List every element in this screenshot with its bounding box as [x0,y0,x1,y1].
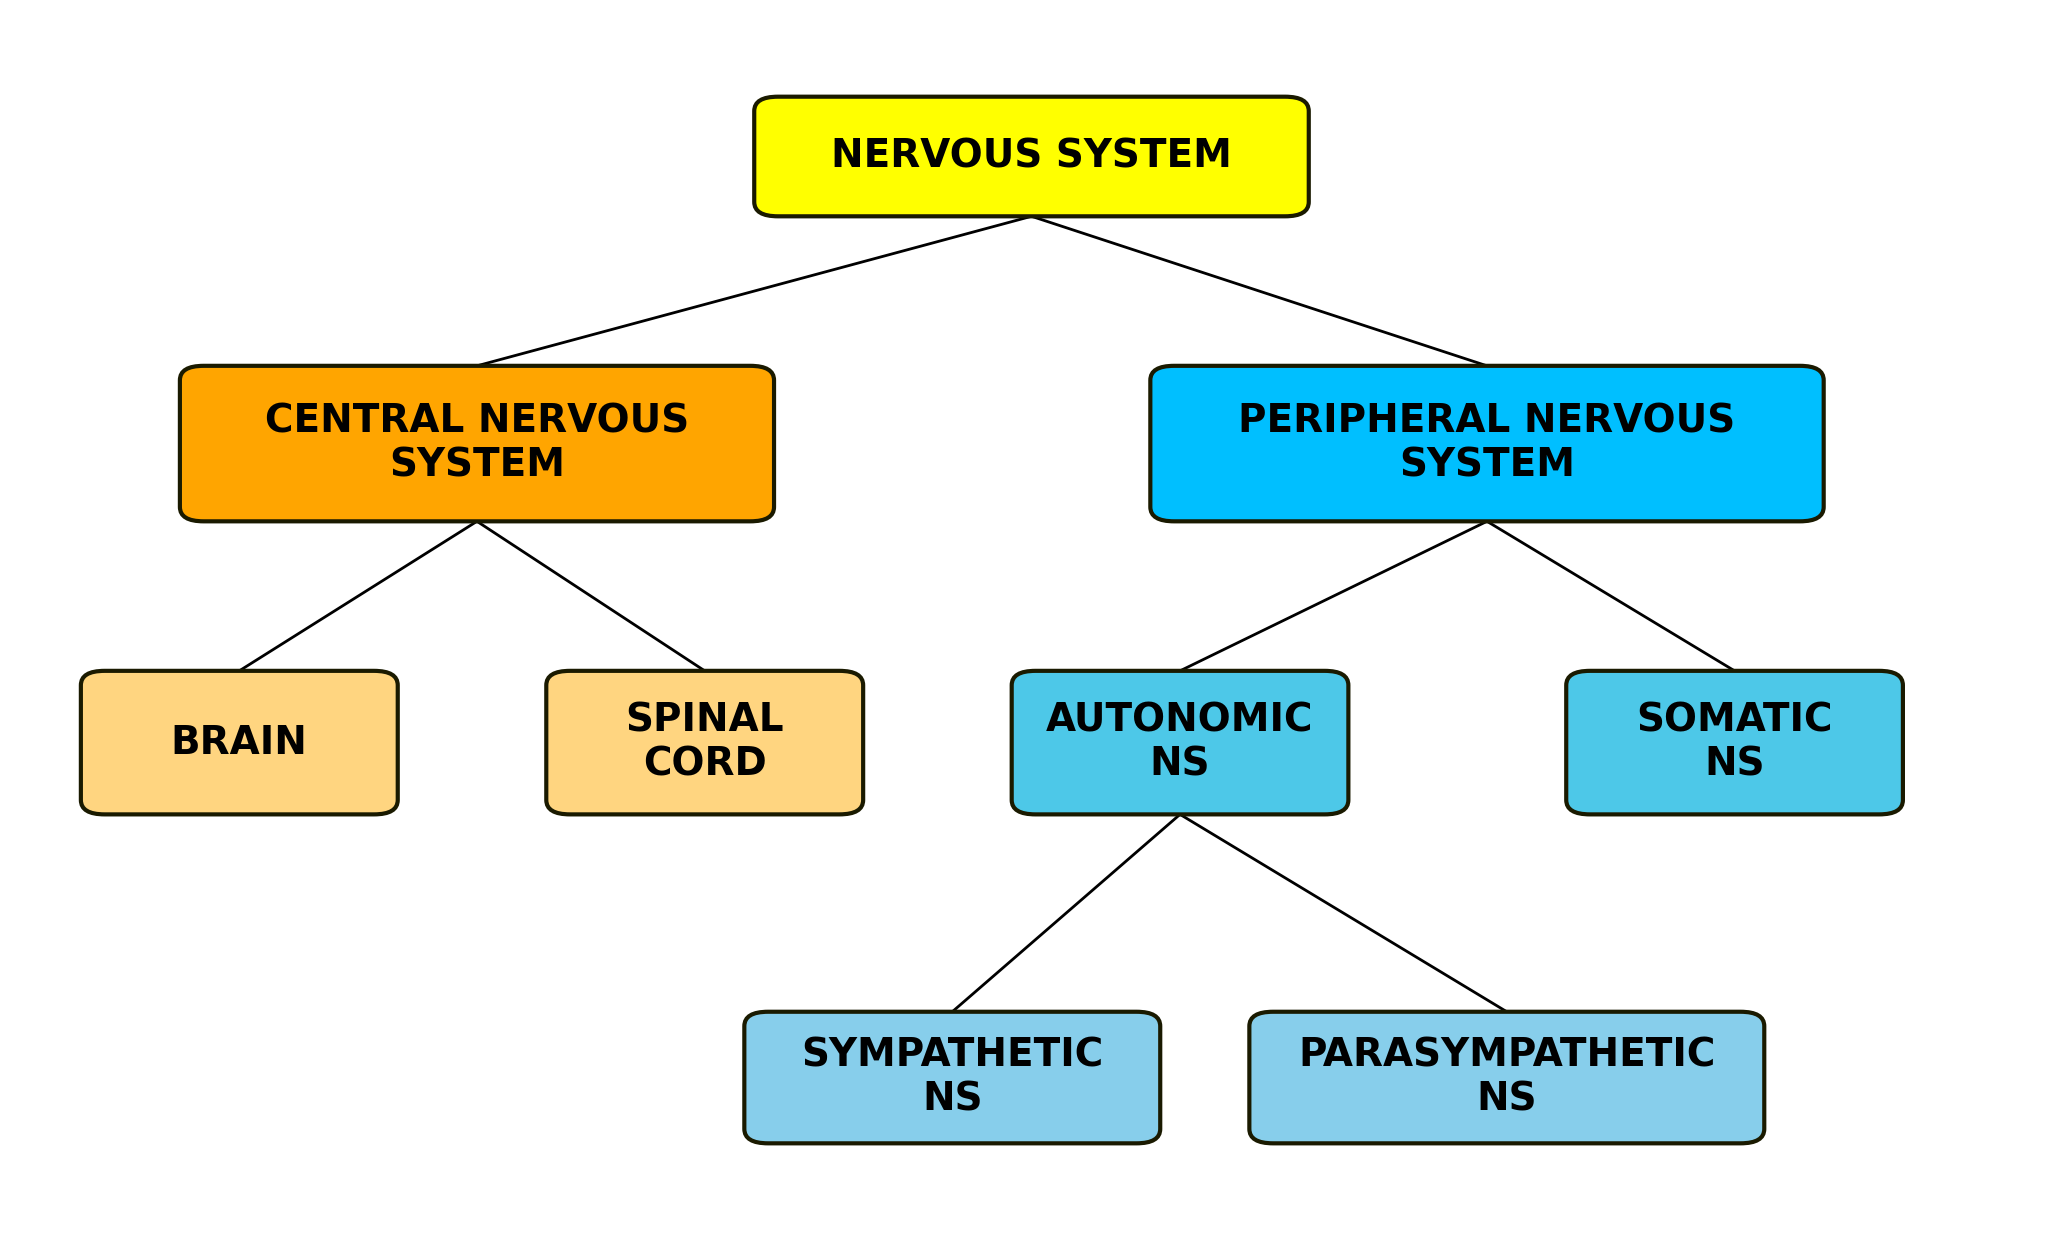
FancyBboxPatch shape [547,670,862,815]
Text: NERVOUS SYSTEM: NERVOUS SYSTEM [831,137,1232,176]
FancyBboxPatch shape [80,670,398,815]
Text: BRAIN: BRAIN [171,724,307,761]
Text: SOMATIC
NS: SOMATIC NS [1636,701,1832,784]
Text: CENTRAL NERVOUS
SYSTEM: CENTRAL NERVOUS SYSTEM [264,402,689,485]
Text: SYMPATHETIC
NS: SYMPATHETIC NS [800,1037,1104,1119]
FancyBboxPatch shape [755,97,1308,217]
Text: PARASYMPATHETIC
NS: PARASYMPATHETIC NS [1298,1037,1716,1119]
Text: SPINAL
CORD: SPINAL CORD [625,701,784,784]
Text: PERIPHERAL NERVOUS
SYSTEM: PERIPHERAL NERVOUS SYSTEM [1238,402,1735,485]
FancyBboxPatch shape [1566,670,1902,815]
FancyBboxPatch shape [179,366,774,521]
FancyBboxPatch shape [745,1012,1159,1144]
Text: AUTONOMIC
NS: AUTONOMIC NS [1046,701,1314,784]
FancyBboxPatch shape [1151,366,1824,521]
FancyBboxPatch shape [1250,1012,1764,1144]
FancyBboxPatch shape [1011,670,1349,815]
